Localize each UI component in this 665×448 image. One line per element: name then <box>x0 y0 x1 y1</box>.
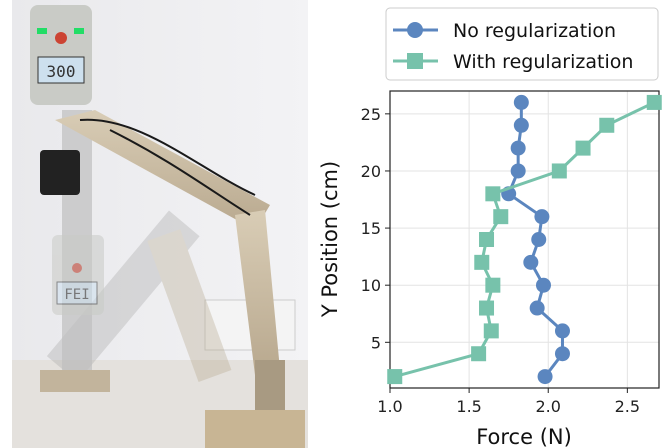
data-point <box>537 369 553 385</box>
data-point <box>535 277 551 293</box>
device-lcd-bottom: FEI <box>64 287 89 303</box>
legend-label-no-reg: No regularization <box>453 20 616 42</box>
data-point <box>479 232 495 247</box>
data-point <box>554 346 570 362</box>
data-point <box>599 117 615 133</box>
data-point <box>479 300 495 316</box>
data-point <box>529 300 545 316</box>
data-point <box>575 140 591 156</box>
x-tick-label: 2.5 <box>615 397 640 416</box>
grid <box>389 91 659 388</box>
x-tick-label: 1.5 <box>456 397 481 416</box>
robot-arm-photo: 300 FEI <box>12 0 308 448</box>
y-ticks: 5 10 15 20 25 <box>361 105 390 352</box>
data-point <box>646 94 662 110</box>
x-tick-label: 2.0 <box>536 397 561 416</box>
x-ticks: 1.0 1.5 2.0 2.5 <box>377 388 640 416</box>
legend-marker-with-reg <box>407 53 423 69</box>
data-point <box>474 254 490 270</box>
plot-frame <box>389 90 660 389</box>
y-tick-label: 20 <box>361 162 381 181</box>
data-point <box>551 163 567 179</box>
x-tick-label: 1.0 <box>377 397 402 416</box>
legend-label-with-reg: With regularization <box>453 51 633 73</box>
y-axis-label: Y Position (cm) <box>318 161 342 318</box>
y-tick-label: 15 <box>361 219 381 238</box>
data-point <box>554 323 570 339</box>
data-point <box>513 94 529 110</box>
series-no-regularization <box>501 94 570 385</box>
x-axis-label: Force (N) <box>476 425 572 448</box>
y-tick-label: 10 <box>361 276 381 295</box>
data-point <box>531 232 547 247</box>
y-tick-label: 5 <box>371 333 381 352</box>
legend: No regularization With regularization <box>385 7 659 81</box>
data-point <box>493 209 509 225</box>
series-with-regularization <box>387 94 662 385</box>
data-point <box>485 186 501 202</box>
data-point <box>387 369 403 385</box>
legend-box <box>385 7 659 81</box>
data-point <box>471 346 487 362</box>
series-layer <box>387 94 662 385</box>
data-point <box>510 140 526 156</box>
data-point <box>510 163 526 179</box>
data-point <box>485 277 501 293</box>
series-line <box>394 101 655 379</box>
data-point <box>534 209 550 225</box>
device-lcd-top: 300 <box>47 62 76 81</box>
data-point <box>483 323 499 339</box>
data-point <box>513 117 529 133</box>
y-tick-label: 25 <box>361 105 381 124</box>
data-point <box>523 254 539 270</box>
legend-marker-no-reg <box>407 22 423 38</box>
